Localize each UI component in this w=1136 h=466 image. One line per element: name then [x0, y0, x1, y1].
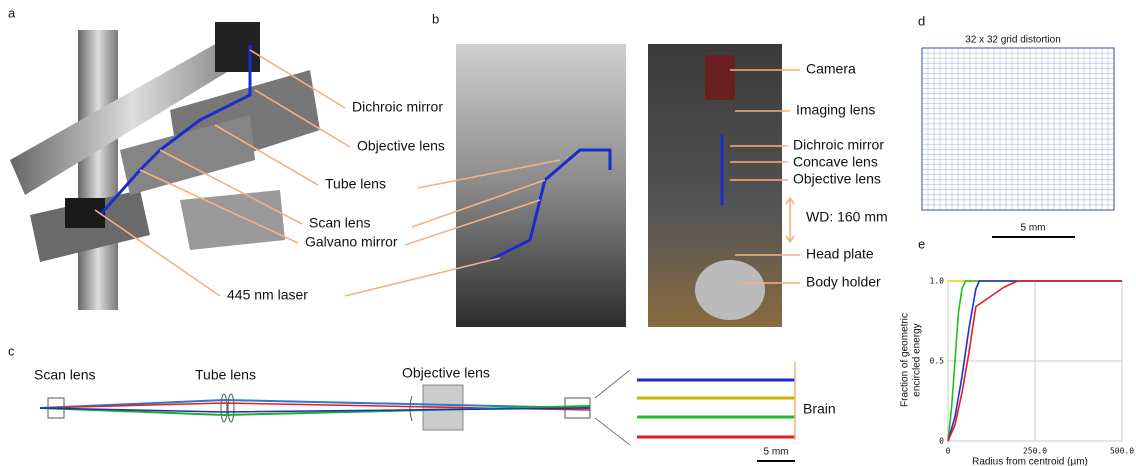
callout: Tube lens: [325, 176, 386, 192]
scale-bar-label: 5 mm: [764, 447, 789, 458]
scale-bar-label: 5 mm: [1021, 223, 1046, 234]
callout: Tube lens: [195, 367, 256, 383]
callout: Objective lens: [793, 171, 881, 187]
y-tick-label: 0.5: [930, 357, 945, 366]
x-tick-label: 250.0: [1023, 447, 1047, 456]
callout: Objective lens: [357, 138, 445, 154]
callout: Objective lens: [402, 365, 490, 381]
callout: Scan lens: [309, 215, 370, 231]
callout: Galvano mirror: [305, 234, 398, 250]
vertical-rail: [78, 30, 118, 310]
distortion-grid: [922, 48, 1114, 210]
panel-title: 32 x 32 grid distortion: [965, 35, 1061, 46]
callout: Imaging lens: [796, 102, 875, 118]
callout: Head plate: [806, 246, 874, 262]
callout: Scan lens: [34, 367, 95, 383]
x-axis-label: Radius from centroid (µm): [972, 457, 1088, 466]
cube: [215, 22, 260, 72]
callout: Dichroic mirror: [352, 99, 443, 115]
y-axis-label: Fraction of geometric: [900, 313, 911, 407]
callout: WD: 160 mm: [806, 209, 888, 225]
x-tick-label: 0: [946, 447, 951, 456]
panel-letter: a: [8, 5, 16, 20]
callout: Body holder: [806, 274, 881, 290]
plot: 0 250.0 500.0 0 0.5 1.0: [930, 277, 1135, 456]
y-tick-label: 1.0: [930, 277, 945, 286]
panel-letter: b: [432, 11, 439, 26]
panel-letter: e: [918, 236, 925, 251]
callout: Dichroic mirror: [793, 137, 884, 153]
camera: [705, 55, 735, 100]
callout: Brain: [803, 401, 836, 417]
body-holder: [695, 260, 765, 320]
figure: a Dichroic mirror Objective lens Tube le…: [0, 0, 1136, 466]
panel-letter: c: [8, 343, 15, 358]
wd-arrow: [786, 198, 794, 242]
stage: [180, 190, 285, 250]
y-tick-label: 0: [939, 437, 944, 446]
callout: Concave lens: [793, 154, 878, 170]
callout: 445 nm laser: [227, 287, 308, 303]
x-tick-label: 500.0: [1110, 447, 1134, 456]
callout: Camera: [806, 61, 856, 77]
y-axis-label: encircled energy: [912, 323, 923, 396]
panel-letter: d: [918, 13, 925, 28]
photo: [456, 44, 626, 327]
